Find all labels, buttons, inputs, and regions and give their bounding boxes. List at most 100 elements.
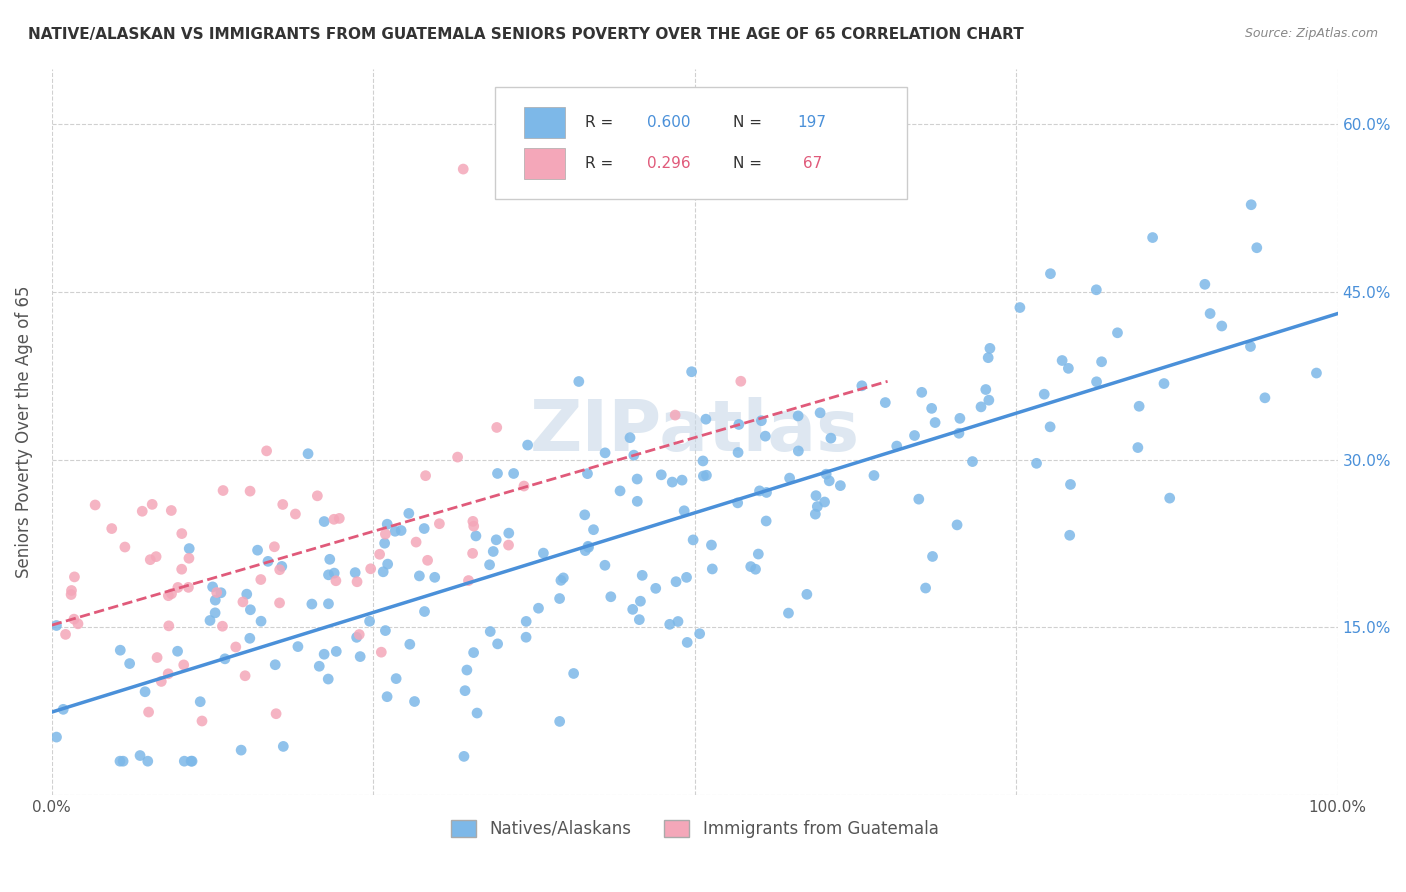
Bar (523, 107, 565, 137)
Point (485, 533, 508, 547)
Point (1059, 528, 1081, 542)
Point (754, 429, 776, 443)
Point (727, 445, 749, 459)
Point (375, 517, 398, 532)
Point (177, 551, 200, 566)
Point (702, 562, 724, 576)
Point (515, 630, 537, 644)
Point (747, 547, 769, 561)
Point (628, 613, 651, 627)
Point (1142, 230, 1164, 244)
Point (461, 546, 484, 560)
Point (375, 690, 398, 704)
Point (808, 406, 831, 420)
Point (727, 417, 749, 432)
Point (318, 567, 340, 582)
Point (301, 597, 323, 611)
Point (804, 489, 827, 503)
Point (257, 554, 280, 568)
Point (513, 479, 536, 493)
Text: 0.600: 0.600 (647, 115, 690, 129)
Point (979, 342, 1001, 356)
Point (1039, 420, 1062, 434)
Point (461, 514, 484, 528)
Point (1039, 267, 1062, 281)
Point (60, 583, 83, 598)
Point (157, 619, 180, 633)
Text: N =: N = (734, 156, 768, 171)
Point (755, 485, 778, 500)
Point (323, 512, 346, 526)
Point (1090, 355, 1112, 369)
Point (344, 566, 367, 580)
Point (562, 666, 585, 681)
Point (170, 562, 193, 576)
Point (1008, 301, 1031, 315)
Point (1240, 198, 1263, 212)
Point (212, 483, 235, 498)
Point (1059, 477, 1081, 491)
Point (921, 401, 943, 416)
Legend: Natives/Alaskans, Immigrants from Guatemala: Natives/Alaskans, Immigrants from Guatem… (444, 813, 945, 845)
Point (1239, 339, 1261, 353)
Point (550, 574, 572, 588)
Point (863, 468, 886, 483)
Point (675, 570, 697, 584)
Point (166, 644, 188, 658)
Point (384, 524, 406, 539)
Point (110, 643, 132, 657)
Point (139, 552, 162, 566)
Point (478, 558, 501, 572)
Point (297, 447, 319, 461)
Point (1159, 491, 1181, 505)
Point (903, 428, 925, 442)
Point (60, 588, 83, 602)
Point (389, 524, 412, 538)
Point (45, 618, 67, 632)
Text: R =: R = (585, 115, 619, 129)
Point (370, 645, 392, 659)
Text: 0.296: 0.296 (647, 156, 690, 171)
Point (911, 385, 934, 400)
Point (977, 351, 1000, 365)
Point (914, 581, 936, 595)
Point (574, 508, 596, 522)
Point (63, 612, 86, 626)
Point (568, 375, 591, 389)
Point (415, 468, 437, 483)
Point (239, 603, 262, 617)
Point (157, 666, 180, 681)
Point (875, 395, 897, 409)
Point (818, 474, 841, 488)
Point (516, 438, 538, 452)
Point (576, 467, 599, 481)
Point (664, 408, 686, 422)
Point (236, 587, 259, 601)
Point (211, 619, 233, 633)
Point (593, 446, 616, 460)
Point (1254, 391, 1277, 405)
Point (479, 624, 502, 639)
Point (314, 515, 336, 529)
Point (1246, 241, 1268, 255)
Point (118, 657, 141, 671)
Point (323, 566, 346, 581)
Point (204, 606, 226, 620)
Point (145, 549, 167, 564)
Point (748, 483, 770, 498)
Point (346, 631, 368, 645)
Point (250, 614, 273, 628)
Point (851, 378, 873, 392)
Point (1305, 366, 1327, 380)
Point (246, 543, 269, 558)
Text: NATIVE/ALASKAN VS IMMIGRANTS FROM GUATEMALA SENIORS POVERTY OVER THE AGE OF 65 C: NATIVE/ALASKAN VS IMMIGRANTS FROM GUATEM… (28, 27, 1024, 42)
Point (599, 590, 621, 604)
Point (949, 411, 972, 425)
Point (264, 657, 287, 672)
Point (209, 586, 232, 600)
Point (256, 443, 278, 458)
Point (619, 431, 641, 445)
Point (423, 570, 446, 584)
Point (307, 489, 329, 503)
Point (373, 565, 395, 579)
